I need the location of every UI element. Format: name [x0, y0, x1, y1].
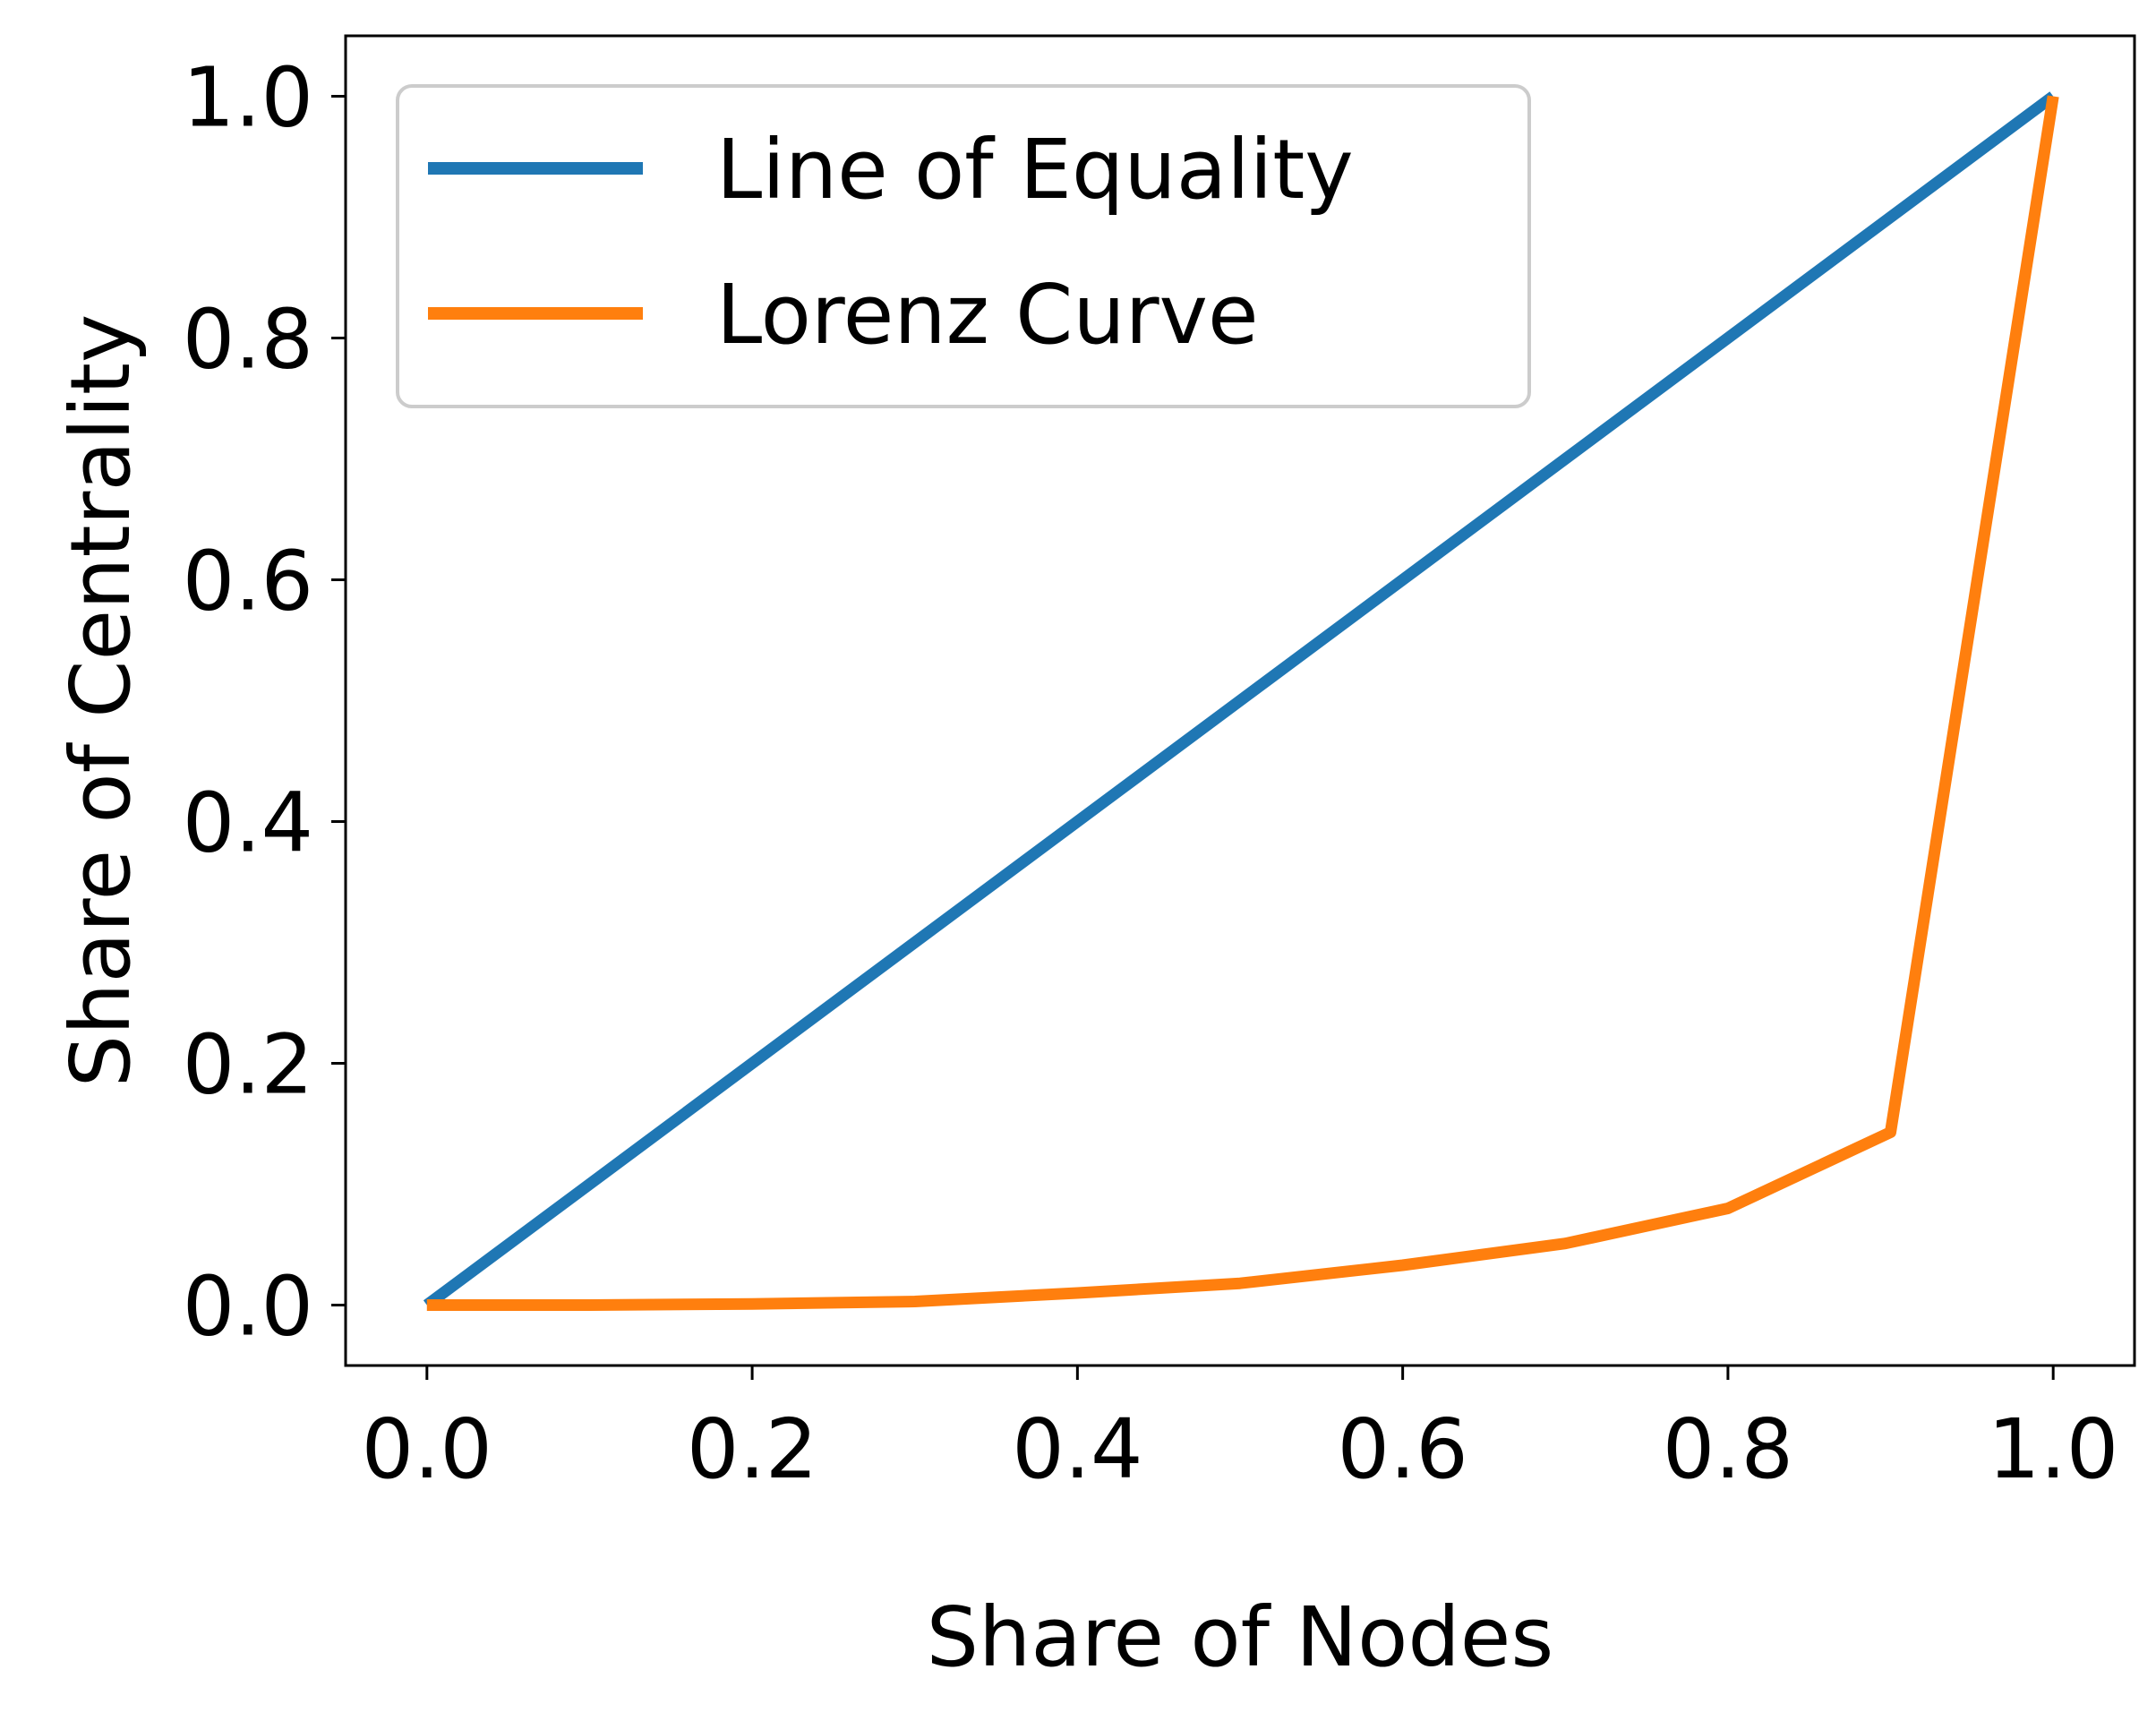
legend-box [396, 84, 1531, 408]
y-tick-label: 0.8 [183, 292, 313, 388]
y-tick-label: 0.2 [183, 1017, 313, 1113]
y-tick-label: 0.6 [183, 534, 313, 629]
x-tick-label: 0.6 [1337, 1401, 1467, 1497]
series-line-line-of-equality [423, 91, 2058, 1310]
legend: Line of Equality Lorenz Curve [396, 84, 1531, 408]
axes-frame [344, 34, 2136, 1367]
y-tick-label: 0.0 [183, 1259, 313, 1355]
legend-label-line-of-equality: Line of Equality [716, 122, 1354, 218]
x-axis-ticks: 0.0 0.2 0.4 0.6 0.8 1.0 [362, 1366, 2118, 1497]
x-tick-label: 1.0 [1988, 1401, 2118, 1497]
x-tick-label: 0.8 [1663, 1401, 1793, 1497]
legend-label-lorenz-curve: Lorenz Curve [716, 267, 1259, 363]
series-line-lorenz-curve [426, 95, 2059, 1311]
plot-lines [423, 91, 2059, 1311]
y-tick-label: 0.4 [183, 775, 313, 871]
y-axis-ticks: 0.0 0.2 0.4 0.6 0.8 1.0 [183, 50, 346, 1355]
x-axis-title: Share of Nodes [927, 1589, 1554, 1685]
x-tick-label: 0.0 [362, 1401, 492, 1497]
x-tick-label: 0.4 [1012, 1401, 1142, 1497]
y-axis-title: Share of Centrality [53, 314, 149, 1088]
y-tick-label: 1.0 [183, 50, 313, 146]
x-tick-label: 0.2 [687, 1401, 817, 1497]
